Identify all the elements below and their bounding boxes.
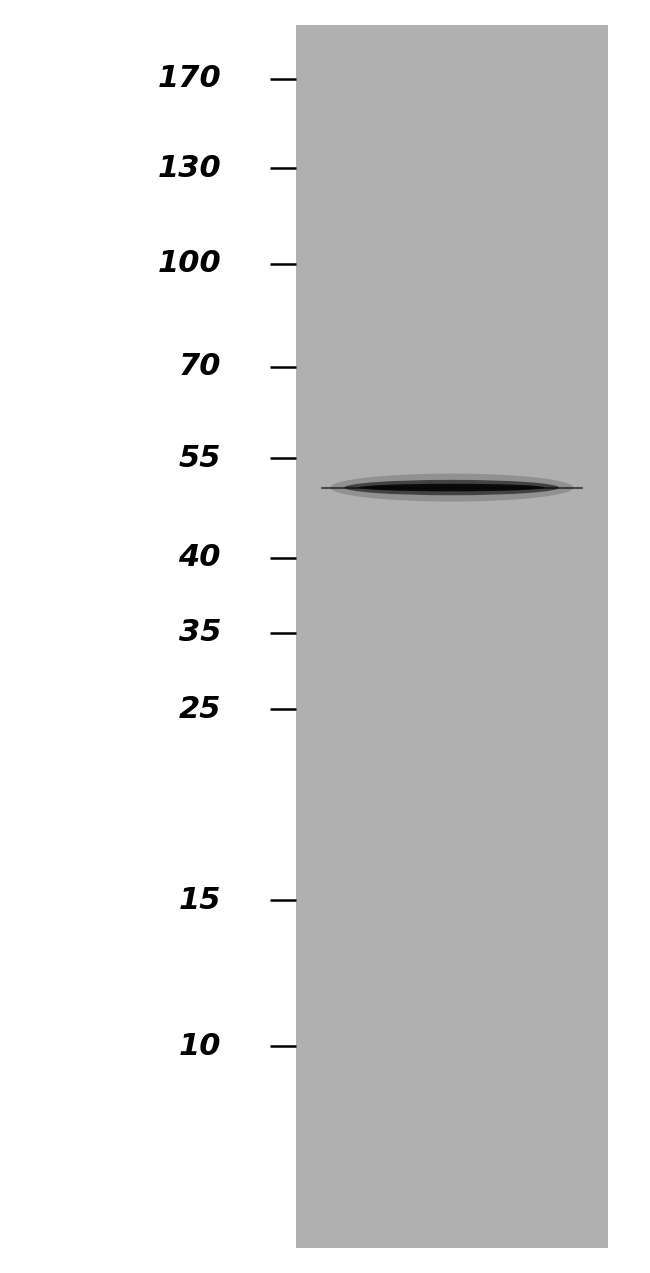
Text: 25: 25 (179, 695, 221, 723)
Text: 55: 55 (179, 444, 221, 472)
Ellipse shape (330, 474, 573, 502)
Bar (296, 25, 608, 1248)
Text: 15: 15 (179, 886, 221, 914)
Text: 70: 70 (179, 353, 221, 381)
Text: 35: 35 (179, 619, 221, 647)
Text: 100: 100 (157, 250, 221, 278)
Text: 130: 130 (157, 154, 221, 182)
Ellipse shape (344, 480, 559, 495)
Text: 170: 170 (157, 65, 221, 93)
Text: 40: 40 (179, 544, 221, 572)
Ellipse shape (359, 484, 545, 491)
Text: 10: 10 (179, 1032, 221, 1060)
